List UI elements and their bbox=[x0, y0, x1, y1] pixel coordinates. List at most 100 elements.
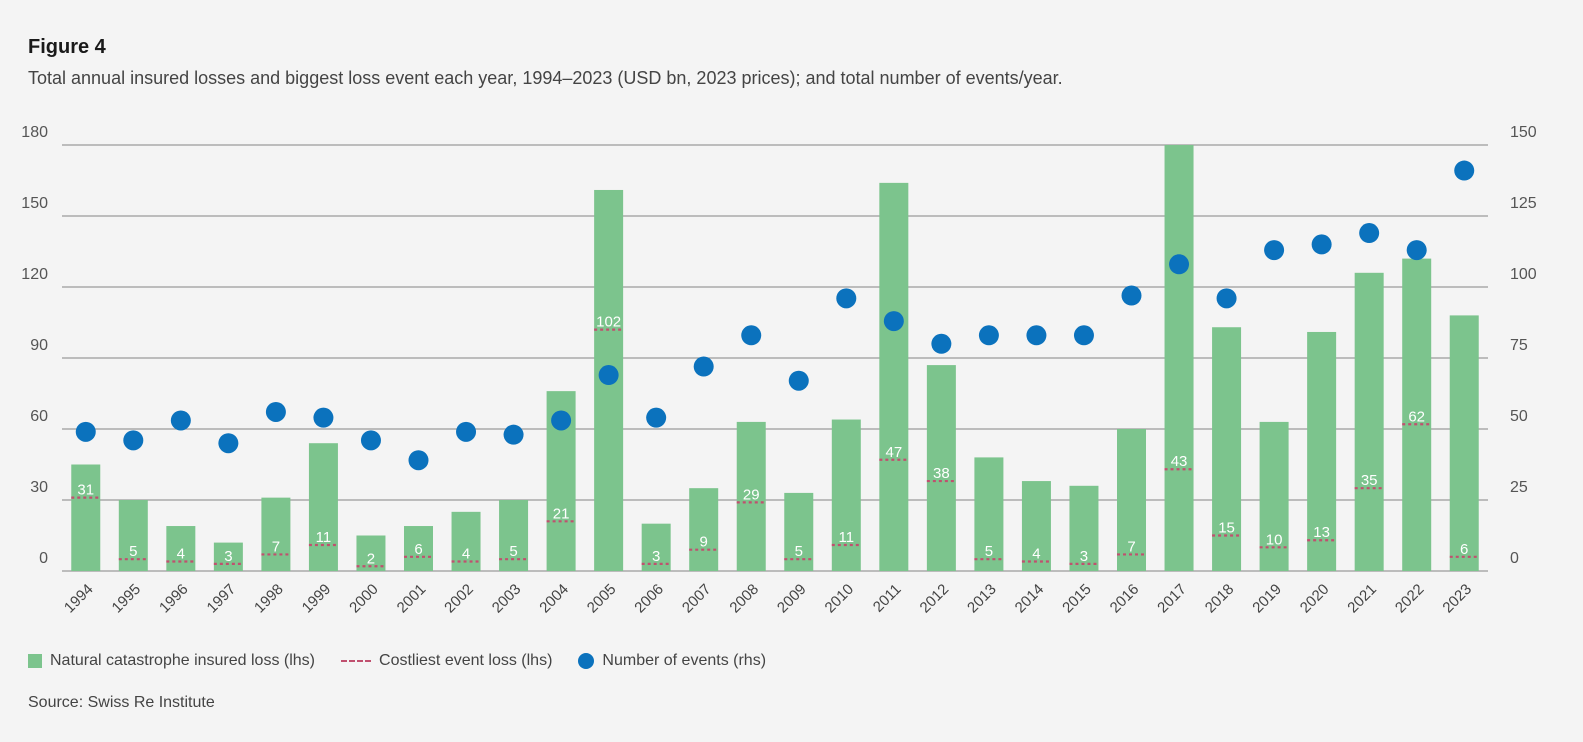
loss-bar bbox=[1117, 429, 1146, 571]
loss-bar bbox=[689, 488, 719, 571]
costliest-event-label: 21 bbox=[553, 505, 570, 522]
costliest-event-label: 6 bbox=[414, 541, 422, 558]
loss-bar bbox=[1354, 272, 1384, 571]
costliest-event-label: 43 bbox=[1171, 453, 1188, 470]
event-count-dot bbox=[313, 407, 334, 428]
loss-bar bbox=[404, 526, 433, 571]
costliest-event-label: 38 bbox=[933, 465, 950, 482]
loss-bar bbox=[1402, 258, 1432, 571]
loss-bar bbox=[974, 457, 1004, 571]
source-note: Source: Swiss Re Institute bbox=[28, 694, 215, 711]
event-count-dot bbox=[1406, 240, 1427, 261]
y-right-tick-label: 50 bbox=[1510, 408, 1528, 425]
costliest-event-label: 47 bbox=[885, 444, 902, 461]
costliest-event-label: 31 bbox=[77, 482, 94, 499]
x-tick-label: 2011 bbox=[870, 581, 905, 616]
costliest-event-label: 3 bbox=[652, 548, 660, 565]
loss-bar bbox=[1449, 315, 1479, 571]
legend-item-dot: Number of events (rhs) bbox=[578, 652, 766, 670]
loss-bar bbox=[736, 421, 766, 571]
x-tick-label: 2022 bbox=[1392, 581, 1428, 617]
event-count-dot bbox=[456, 421, 477, 442]
x-tick-label: 2017 bbox=[1154, 581, 1190, 617]
y-right-tick-label: 100 bbox=[1510, 266, 1537, 283]
costliest-event-label: 10 bbox=[1266, 531, 1283, 548]
loss-bar bbox=[1212, 327, 1242, 571]
costliest-event-label: 4 bbox=[462, 546, 470, 563]
x-tick-label: 2003 bbox=[489, 581, 525, 617]
x-tick-label: 2002 bbox=[441, 581, 477, 617]
costliest-event-label: 7 bbox=[272, 538, 280, 555]
x-tick-label: 1997 bbox=[204, 581, 240, 617]
loss-bar bbox=[926, 365, 956, 571]
event-count-dot bbox=[551, 410, 572, 431]
x-tick-label: 2008 bbox=[726, 581, 762, 617]
loss-bar bbox=[261, 497, 291, 571]
loss-bar bbox=[71, 464, 101, 571]
costliest-event-label: 5 bbox=[129, 543, 137, 560]
x-tick-label: 2014 bbox=[1012, 581, 1048, 617]
chart-legend: Natural catastrophe insured loss (lhs) C… bbox=[28, 652, 792, 670]
x-tick-label: 2004 bbox=[536, 581, 572, 617]
x-tick-label: 1998 bbox=[251, 581, 287, 617]
loss-bar bbox=[308, 443, 338, 571]
loss-bar bbox=[1259, 421, 1289, 571]
costliest-event-label: 2 bbox=[367, 550, 375, 567]
loss-bar bbox=[1164, 145, 1194, 571]
costliest-event-label: 35 bbox=[1361, 472, 1378, 489]
event-count-dot bbox=[360, 430, 381, 451]
x-tick-label: 1996 bbox=[156, 581, 192, 617]
legend-dot-label: Number of events (rhs) bbox=[602, 652, 767, 669]
loss-bar bbox=[1069, 485, 1099, 571]
x-tick-label: 2010 bbox=[822, 581, 858, 617]
costliest-event-label: 11 bbox=[316, 529, 332, 546]
event-count-dot bbox=[1454, 160, 1475, 181]
x-tick-label: 1994 bbox=[61, 581, 97, 617]
loss-bar bbox=[1021, 481, 1051, 571]
event-count-dot bbox=[836, 288, 857, 309]
costliest-event-label: 62 bbox=[1408, 408, 1425, 425]
costliest-event-label: 102 bbox=[596, 314, 621, 331]
y-right-tick-label: 0 bbox=[1510, 550, 1519, 567]
x-tick-label: 2009 bbox=[774, 581, 810, 617]
loss-bar bbox=[166, 526, 196, 571]
event-count-dot bbox=[170, 410, 191, 431]
event-count-dot bbox=[1311, 234, 1332, 255]
legend-dot-swatch bbox=[578, 653, 595, 669]
event-count-dot bbox=[408, 450, 429, 471]
x-tick-label: 2001 bbox=[394, 581, 430, 617]
x-tick-label: 2020 bbox=[1297, 581, 1333, 617]
y-left-tick-label: 90 bbox=[30, 337, 48, 354]
event-count-dot bbox=[931, 333, 952, 354]
event-count-dot bbox=[1264, 240, 1285, 261]
costliest-event-label: 5 bbox=[985, 543, 993, 560]
x-tick-label: 1995 bbox=[109, 581, 145, 617]
y-left-tick-label: 0 bbox=[39, 550, 48, 567]
x-tick-label: 2018 bbox=[1202, 581, 1238, 617]
x-tick-label: 1999 bbox=[299, 581, 335, 617]
event-count-dot bbox=[1359, 223, 1380, 244]
costliest-event-label: 5 bbox=[509, 543, 517, 560]
event-count-dot bbox=[598, 365, 619, 386]
costliest-event-label: 13 bbox=[1313, 524, 1330, 541]
x-tick-label: 2021 bbox=[1344, 581, 1380, 617]
event-count-dot bbox=[1073, 325, 1094, 346]
costliest-event-label: 3 bbox=[1080, 548, 1088, 565]
x-tick-label: 2019 bbox=[1249, 581, 1285, 617]
y-left-tick-label: 60 bbox=[30, 408, 48, 425]
event-count-dot bbox=[503, 424, 524, 445]
loss-bar bbox=[213, 542, 243, 571]
x-tick-label: 2005 bbox=[584, 581, 620, 617]
loss-bar bbox=[831, 419, 861, 571]
event-count-dot bbox=[75, 421, 96, 442]
costliest-event-label: 4 bbox=[1032, 546, 1040, 563]
costliest-event-label: 4 bbox=[177, 546, 185, 563]
loss-bar bbox=[879, 182, 909, 571]
costliest-event-label: 5 bbox=[795, 543, 803, 560]
figure-label: Figure 4 bbox=[28, 36, 106, 58]
event-count-dot bbox=[1169, 254, 1190, 275]
loss-bar bbox=[499, 500, 529, 571]
x-tick-label: 2016 bbox=[1107, 581, 1143, 617]
x-tick-label: 2012 bbox=[917, 581, 953, 617]
